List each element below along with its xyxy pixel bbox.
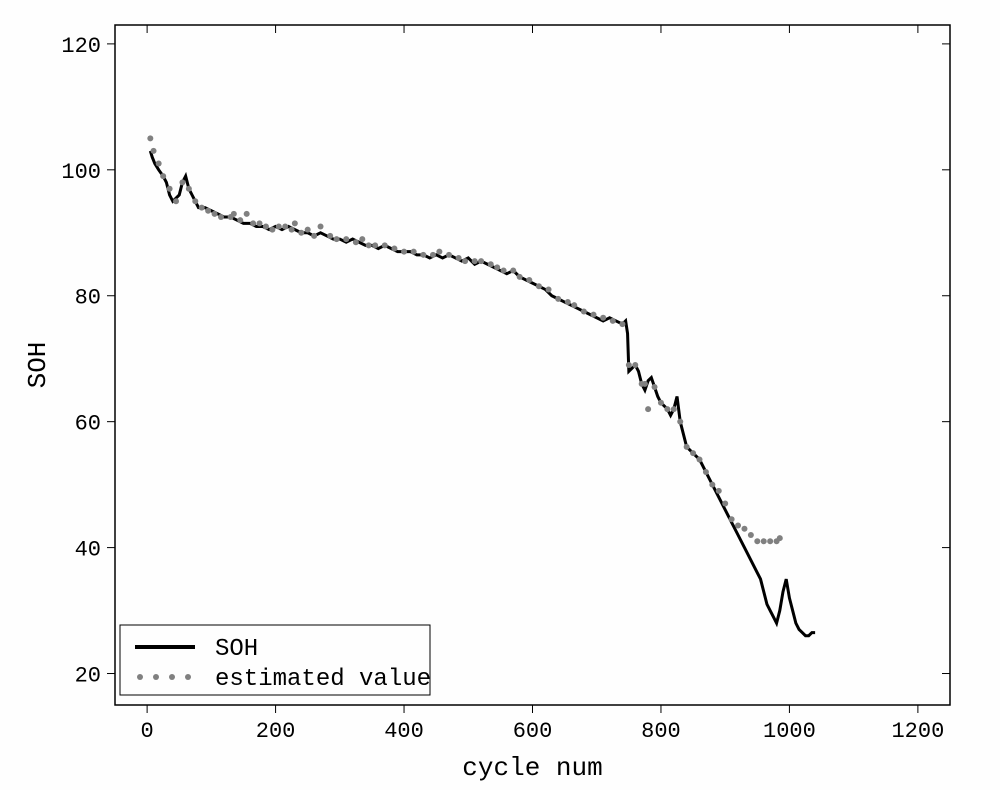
x-tick-label: 1000 (763, 719, 816, 744)
x-tick-label: 600 (513, 719, 553, 744)
legend-dot-icon (137, 674, 143, 680)
y-tick-label: 120 (61, 34, 101, 59)
y-axis-label: SOH (23, 342, 53, 389)
y-tick-label: 60 (75, 412, 101, 437)
y-tick-label: 20 (75, 664, 101, 689)
legend-label-est: estimated value (215, 666, 431, 693)
x-tick-label: 400 (384, 719, 424, 744)
legend-dot-icon (153, 674, 159, 680)
chart-container: 0 200 400 600 800 1000 1200 20 40 60 80 100 120 cycle… (0, 0, 1000, 790)
x-tick-label: 800 (641, 719, 681, 744)
x-tick-label: 1200 (891, 719, 944, 744)
estimated-dots (147, 135, 782, 544)
x-tick-label: 200 (256, 719, 296, 744)
soh-line (150, 151, 815, 636)
soh-chart: 0 200 400 600 800 1000 1200 20 40 60 80 100 120 cycle… (0, 0, 1000, 790)
x-axis-label: cycle num (462, 753, 602, 783)
legend-dot-icon (185, 674, 191, 680)
y-tick-label: 100 (61, 160, 101, 185)
legend-dot-icon (169, 674, 175, 680)
y-tick-label: 80 (75, 286, 101, 311)
y-tick-label: 40 (75, 538, 101, 563)
legend-label-soh: SOH (215, 636, 258, 663)
x-tick-label: 0 (141, 719, 154, 744)
